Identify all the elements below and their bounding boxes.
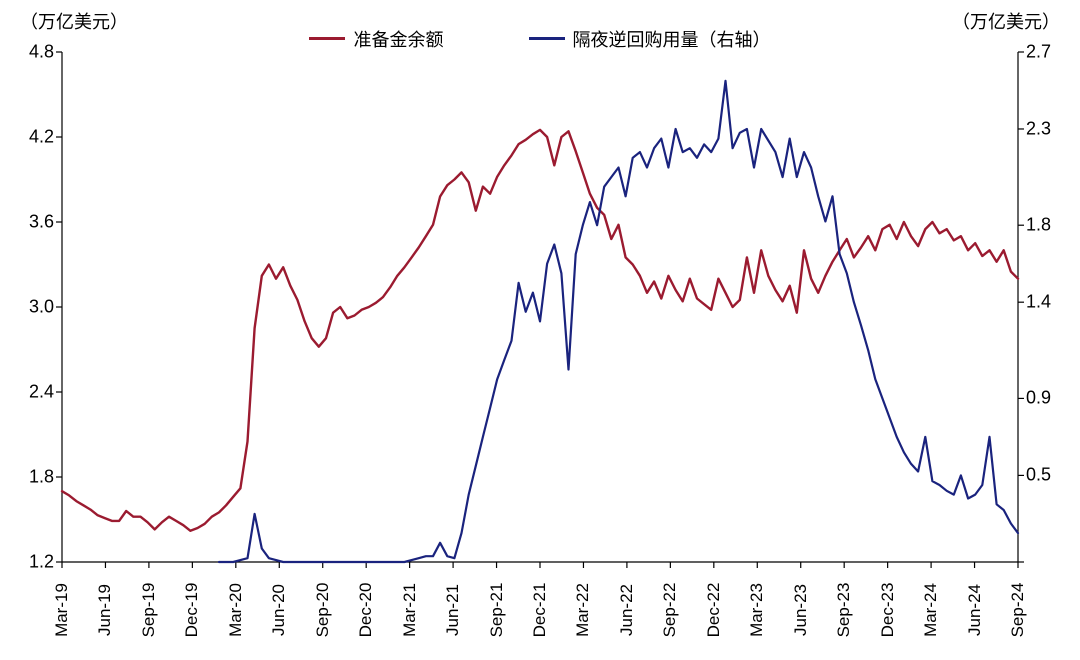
- x-tick: Jun-19: [95, 584, 115, 636]
- x-tick: Sep-23: [834, 583, 854, 638]
- x-tick: Mar-20: [226, 583, 246, 637]
- x-tick: Mar-19: [52, 583, 72, 637]
- x-tick: Sep-24: [1008, 583, 1028, 638]
- y-right-tick: 0.9: [1026, 388, 1076, 409]
- y-right-tick: 2.3: [1026, 118, 1076, 139]
- x-tick: Mar-24: [921, 583, 941, 637]
- y-left-tick: 1.8: [4, 467, 54, 488]
- y-right-tick: 1.8: [1026, 215, 1076, 236]
- y-left-tick: 4.2: [4, 127, 54, 148]
- y-left-tick: 3.6: [4, 212, 54, 233]
- x-tick: Dec-19: [182, 583, 202, 638]
- x-tick: Sep-19: [139, 583, 159, 638]
- x-tick: Dec-21: [530, 583, 550, 638]
- y-right-tick: 0.5: [1026, 465, 1076, 486]
- x-tick: Dec-23: [878, 583, 898, 638]
- x-tick: Dec-20: [356, 583, 376, 638]
- y-right-tick: 2.7: [1026, 42, 1076, 63]
- y-left-tick: 4.8: [4, 42, 54, 63]
- x-tick: Sep-21: [487, 583, 507, 638]
- x-tick: Jun-21: [443, 584, 463, 636]
- y-left-tick: 2.4: [4, 382, 54, 403]
- x-tick: Jun-23: [791, 584, 811, 636]
- x-tick: Dec-22: [704, 583, 724, 638]
- y-left-tick: 3.0: [4, 297, 54, 318]
- line-reserves: [62, 130, 1018, 531]
- line-rrp: [219, 81, 1018, 562]
- x-tick: Mar-22: [573, 583, 593, 637]
- x-tick: Mar-21: [400, 583, 420, 637]
- x-tick: Mar-23: [747, 583, 767, 637]
- chart-svg: [0, 0, 1080, 660]
- x-tick: Jun-22: [617, 584, 637, 636]
- x-tick: Jun-20: [269, 584, 289, 636]
- x-tick: Jun-24: [965, 584, 985, 636]
- chart-container: （万亿美元） （万亿美元） 准备金余额 隔夜逆回购用量（右轴） 1.21.82.…: [0, 0, 1080, 660]
- x-tick: Sep-20: [313, 583, 333, 638]
- x-tick: Sep-22: [660, 583, 680, 638]
- y-right-tick: 1.4: [1026, 292, 1076, 313]
- y-left-tick: 1.2: [4, 552, 54, 573]
